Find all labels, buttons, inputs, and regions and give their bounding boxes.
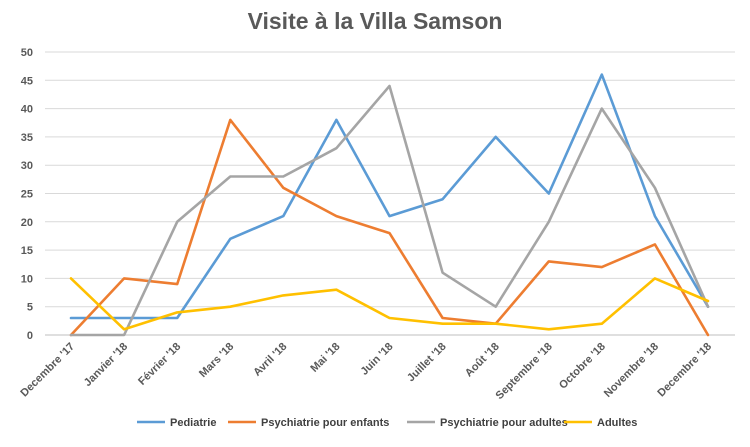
legend: Pediatrie Psychiatrie pour enfants Psychia… bbox=[137, 417, 637, 429]
chart-title: Visite à la Villa Samson bbox=[247, 8, 503, 34]
legend-label: Psychiatrie pour adultes bbox=[440, 417, 568, 429]
x-tick-label: Septembre '18 bbox=[494, 341, 555, 402]
legend-item-psychiatrie-pour-adultes: Psychiatrie pour adultes bbox=[407, 417, 568, 429]
y-tick-label: 0 bbox=[27, 330, 33, 342]
y-tick-label: 5 bbox=[27, 302, 33, 314]
series-line-pediatrie bbox=[69, 73, 710, 320]
x-tick-label: Janvier '18 bbox=[82, 341, 130, 389]
y-tick-label: 40 bbox=[21, 104, 33, 116]
gridlines bbox=[45, 51, 735, 336]
x-tick-label: Juillet '18 bbox=[405, 341, 449, 385]
y-tick-label: 30 bbox=[21, 160, 33, 172]
legend-label: Pediatrie bbox=[170, 417, 216, 429]
series-line-psychiatrie-pour-adultes bbox=[69, 84, 710, 337]
y-tick-label: 10 bbox=[21, 273, 33, 285]
legend-item-adultes: Adultes bbox=[564, 417, 637, 429]
x-tick-label: Decembre '18 bbox=[655, 341, 714, 400]
y-tick-label: 50 bbox=[21, 47, 33, 59]
legend-label: Psychiatrie pour enfants bbox=[261, 417, 389, 429]
series-lines bbox=[69, 73, 710, 337]
legend-label: Adultes bbox=[597, 417, 637, 429]
series-line-psychiatrie-pour-enfants bbox=[69, 118, 710, 337]
y-tick-label: 45 bbox=[21, 75, 33, 87]
x-tick-label: Novembre '18 bbox=[602, 341, 661, 400]
x-tick-label: Decembre '17 bbox=[18, 341, 77, 400]
x-axis-ticks: Decembre '17 Janvier '18 Février '18 Mars '… bbox=[18, 341, 714, 402]
series-line-adultes bbox=[69, 277, 710, 331]
x-tick-label: Mai '18 bbox=[308, 341, 342, 375]
x-tick-label: Août '18 bbox=[463, 341, 502, 380]
x-tick-label: Février '18 bbox=[136, 341, 183, 388]
x-tick-label: Octobre '18 bbox=[557, 341, 608, 392]
y-tick-label: 20 bbox=[21, 217, 33, 229]
legend-item-pediatrie: Pediatrie bbox=[137, 417, 216, 429]
y-tick-label: 25 bbox=[21, 189, 33, 201]
x-tick-label: Juin '18 bbox=[358, 341, 395, 378]
legend-item-psychiatrie-pour-enfants: Psychiatrie pour enfants bbox=[228, 417, 389, 429]
y-axis-ticks: 0 5 10 15 20 25 30 35 40 45 50 bbox=[21, 47, 33, 342]
x-tick-label: Avril '18 bbox=[251, 341, 289, 379]
y-tick-label: 15 bbox=[21, 245, 33, 257]
y-tick-label: 35 bbox=[21, 132, 33, 144]
x-tick-label: Mars '18 bbox=[197, 341, 236, 380]
